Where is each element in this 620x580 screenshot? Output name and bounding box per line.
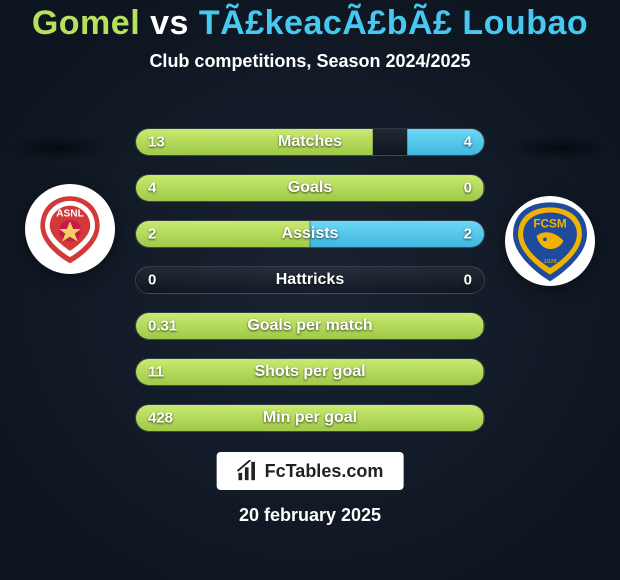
stat-row: 0.31 Goals per match — [135, 312, 485, 340]
stat-value-left: 0 — [148, 272, 156, 289]
bar-fill-right — [483, 267, 484, 293]
stat-label: Assists — [282, 225, 339, 243]
vs-label: vs — [150, 4, 189, 42]
stat-value-left: 0.31 — [148, 318, 177, 335]
stat-value-right: 4 — [464, 134, 472, 151]
fcsm-logo-icon: FCSM 1928 — [508, 199, 592, 283]
comparison-stage: ASNL FCSM 1928 13 4 Matches 4 0 Goals 2 2 Assist… — [0, 96, 620, 580]
svg-text:1928: 1928 — [543, 259, 556, 265]
subtitle: Club competitions, Season 2024/2025 — [149, 51, 470, 72]
bar-fill-right — [483, 405, 484, 431]
stat-row: 0 0 Hattricks — [135, 266, 485, 294]
stat-row: 11 Shots per goal — [135, 358, 485, 386]
date-label: 20 february 2025 — [0, 505, 620, 526]
asnl-logo-icon: ASNL — [31, 190, 109, 268]
bar-fill-right — [483, 175, 484, 201]
fcsm-text: FCSM — [533, 218, 566, 231]
stat-label: Min per goal — [263, 409, 357, 427]
bar-fill-right — [407, 129, 484, 155]
badge-shadow-left — [8, 136, 113, 160]
stat-row: 2 2 Assists — [135, 220, 485, 248]
fctables-brand: FcTables.com — [217, 452, 404, 490]
stat-value-left: 2 — [148, 226, 156, 243]
stat-value-left: 428 — [148, 410, 173, 427]
stat-label: Matches — [278, 133, 342, 151]
bar-fill-left — [136, 267, 137, 293]
stat-value-right: 0 — [464, 272, 472, 289]
stat-label: Hattricks — [276, 271, 344, 289]
stat-label: Goals — [288, 179, 332, 197]
team-left-badge: ASNL — [25, 184, 115, 274]
stat-value-right: 2 — [464, 226, 472, 243]
stat-rows: 13 4 Matches 4 0 Goals 2 2 Assists 0 0 Hattricks 0.3… — [135, 128, 485, 450]
stat-value-right: 0 — [464, 180, 472, 197]
team-right-name: TÃ£keacÃ£bÃ£ Loubao — [199, 4, 588, 42]
badge-shadow-right — [507, 136, 612, 160]
bar-fill-right — [483, 359, 484, 385]
stat-label: Goals per match — [247, 317, 372, 335]
brand-text: FcTables.com — [265, 461, 384, 482]
team-left-name: Gomel — [32, 4, 140, 42]
page-title: Gomel vs TÃ£keacÃ£bÃ£ Loubao — [32, 4, 588, 43]
stat-value-left: 11 — [148, 364, 164, 381]
stat-row: 428 Min per goal — [135, 404, 485, 432]
stat-row: 4 0 Goals — [135, 174, 485, 202]
bar-fill-right — [483, 313, 484, 339]
stat-label: Shots per goal — [254, 363, 365, 381]
team-right-badge: FCSM 1928 — [505, 196, 595, 286]
stat-value-left: 13 — [148, 134, 165, 151]
asnl-text: ASNL — [56, 209, 84, 220]
stat-value-left: 4 — [148, 180, 156, 197]
bar-chart-icon — [237, 460, 259, 482]
stat-row: 13 4 Matches — [135, 128, 485, 156]
